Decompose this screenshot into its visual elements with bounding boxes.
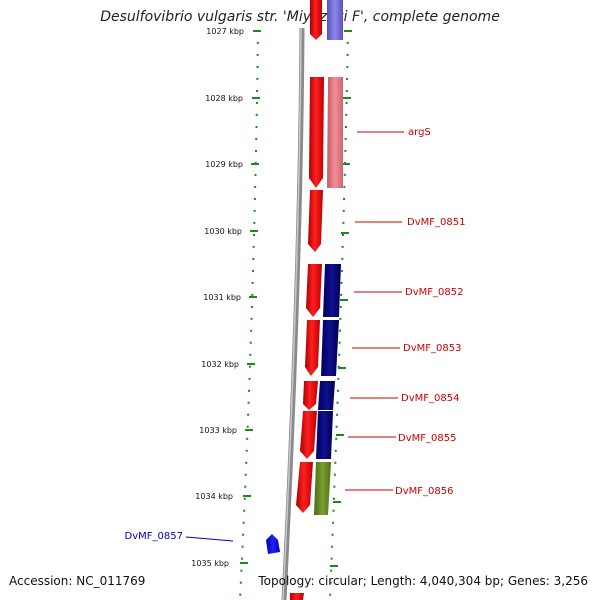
- axis-tick-label: 1028 kbp: [205, 94, 243, 103]
- gene-label[interactable]: argS: [408, 127, 431, 138]
- gene-arrow[interactable]: [310, 0, 322, 40]
- gene-label[interactable]: DvMF_0854: [401, 393, 459, 404]
- reverse-gene-arrow[interactable]: [266, 534, 280, 554]
- gene-arrow[interactable]: [303, 381, 318, 410]
- gene-arrow[interactable]: [290, 593, 304, 600]
- gene-arrow[interactable]: [305, 320, 320, 376]
- gene-label[interactable]: DvMF_0856: [395, 486, 453, 497]
- feature-block[interactable]: [327, 77, 343, 188]
- feature-block[interactable]: [327, 0, 343, 40]
- axis-tick-label: 1029 kbp: [205, 160, 243, 169]
- axis-tick-label: 1031 kbp: [203, 293, 241, 302]
- map-title: Desulfovibrio vulgaris str. 'Miyazaki F'…: [100, 9, 500, 25]
- axis-tick-label: 1035 kbp: [191, 559, 229, 568]
- feature-block[interactable]: [316, 411, 333, 459]
- gene-arrow[interactable]: [306, 264, 322, 317]
- axis-tick-label: 1033 kbp: [199, 426, 237, 435]
- gene-arrow[interactable]: [296, 462, 313, 513]
- outer-track-dots: [239, 29, 259, 600]
- gene-labels: argS DvMF_0851 DvMF_0852 DvMF_0853 DvMF_…: [125, 127, 466, 542]
- feature-block[interactable]: [323, 264, 341, 317]
- genome-backbone: [281, 27, 305, 600]
- axis-tick-label: 1032 kbp: [201, 360, 239, 369]
- gene-label[interactable]: DvMF_0853: [403, 343, 461, 354]
- axis-tick-label: 1030 kbp: [204, 227, 242, 236]
- summary-text: Topology: circular; Length: 4,040,304 bp…: [258, 574, 588, 588]
- gene-label[interactable]: DvMF_0855: [398, 433, 456, 444]
- axis-tick-label: 1034 kbp: [195, 492, 233, 501]
- inner-track-dots: [329, 29, 349, 600]
- forward-genes: [290, 0, 324, 600]
- gene-label[interactable]: DvMF_0857: [125, 531, 183, 542]
- gene-arrow[interactable]: [309, 77, 324, 188]
- gene-arrow[interactable]: [308, 190, 323, 252]
- gene-label[interactable]: DvMF_0852: [405, 287, 463, 298]
- axis-tick-label: 1027 kbp: [206, 27, 244, 36]
- feature-block[interactable]: [318, 381, 335, 410]
- label-leaders: [185, 131, 404, 542]
- gene-arrow[interactable]: [300, 411, 317, 459]
- feature-block[interactable]: [321, 320, 339, 376]
- accession-text: Accession: NC_011769: [9, 574, 146, 588]
- feature-track: [314, 0, 343, 515]
- inner-track-ticks: [330, 30, 352, 567]
- gene-label[interactable]: DvMF_0851: [407, 217, 465, 228]
- feature-block[interactable]: [314, 462, 331, 515]
- axis-ticks: 1027 kbp 1028 kbp 1029 kbp 1030 kbp 1031…: [191, 27, 261, 568]
